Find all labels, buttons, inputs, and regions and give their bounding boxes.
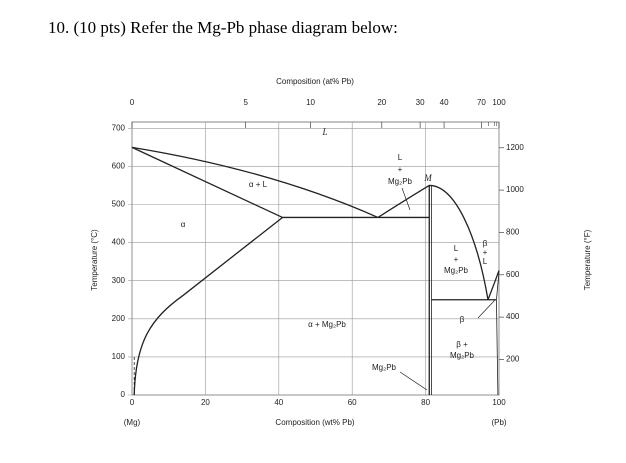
question-text: 10. (10 pts) Refer the Mg-Pb phase diagr… [48, 18, 398, 37]
right-tick-label: 1200 [506, 143, 524, 152]
region-label: Mg₂Pb [450, 351, 475, 360]
pointer [399, 371, 428, 391]
plot-frame [131, 121, 500, 396]
mg-label: (Mg) [124, 418, 141, 427]
right-tick-label: 1000 [506, 185, 524, 194]
right-tick-label: 200 [506, 355, 520, 364]
region-label: + [398, 165, 403, 174]
region-label: + [483, 248, 488, 257]
region-label: β [460, 315, 465, 324]
region-label: + [454, 255, 459, 264]
region-label: L [454, 244, 459, 253]
bottom-tick-label: 60 [348, 398, 357, 407]
right-tick-label: 600 [506, 270, 520, 279]
top-tick-label: 40 [440, 98, 449, 107]
region-label: Mg₂Pb [444, 266, 469, 275]
phase-boundary [131, 146, 379, 219]
phase-boundary [133, 216, 283, 396]
left-tick-label: 500 [112, 200, 126, 209]
region-label: α [181, 220, 186, 229]
left-tick-label: 200 [112, 314, 126, 323]
region-label: L [483, 257, 488, 266]
region-label: Mg₂Pb [388, 177, 413, 186]
bottom-tick-label: 20 [201, 398, 210, 407]
phase-boundary [496, 299, 499, 396]
top-tick-label: 20 [377, 98, 386, 107]
pointer [401, 187, 411, 211]
region-label: Mg₂Pb [372, 363, 397, 372]
left-tick-label: 700 [112, 123, 126, 132]
right-tick-label: 800 [506, 228, 520, 237]
region-label: α + Mg₂Pb [308, 320, 346, 329]
phase-boundary [496, 270, 500, 300]
phase-boundary [131, 146, 283, 219]
pb-label: (Pb) [491, 418, 506, 427]
top-tick-label: 5 [243, 98, 248, 107]
region-label: β [483, 239, 488, 248]
right-axis-title: Temperature (°F) [583, 229, 592, 290]
left-tick-label: 100 [112, 352, 126, 361]
bottom-tick-label: 100 [492, 398, 506, 407]
region-label: α + L [249, 180, 268, 189]
phase-boundary [377, 184, 489, 300]
region-label: β + [456, 340, 468, 349]
bottom-tick-label: 0 [130, 398, 135, 407]
bottom-axis-title: Composition (wt% Pb) [275, 418, 354, 427]
top-tick-label: 100 [492, 98, 506, 107]
region-label: M [423, 173, 432, 183]
top-tick-label: 30 [416, 98, 425, 107]
left-tick-label: 0 [121, 390, 126, 399]
region-label: L [321, 127, 327, 137]
top-axis-title: Composition (at% Pb) [276, 77, 354, 86]
bottom-tick-label: 40 [274, 398, 283, 407]
pointer [477, 299, 496, 319]
top-tick-label: 0 [130, 98, 135, 107]
left-tick-label: 300 [112, 276, 126, 285]
left-tick-label: 400 [112, 238, 126, 247]
phase-boundary [487, 270, 500, 300]
left-tick-label: 600 [112, 162, 126, 171]
region-label: L [398, 153, 403, 162]
top-tick-label: 70 [477, 98, 486, 107]
bottom-tick-label: 80 [421, 398, 430, 407]
right-tick-label: 400 [506, 312, 520, 321]
left-axis-title: Temperature (°C) [90, 229, 99, 291]
top-tick-label: 10 [306, 98, 315, 107]
